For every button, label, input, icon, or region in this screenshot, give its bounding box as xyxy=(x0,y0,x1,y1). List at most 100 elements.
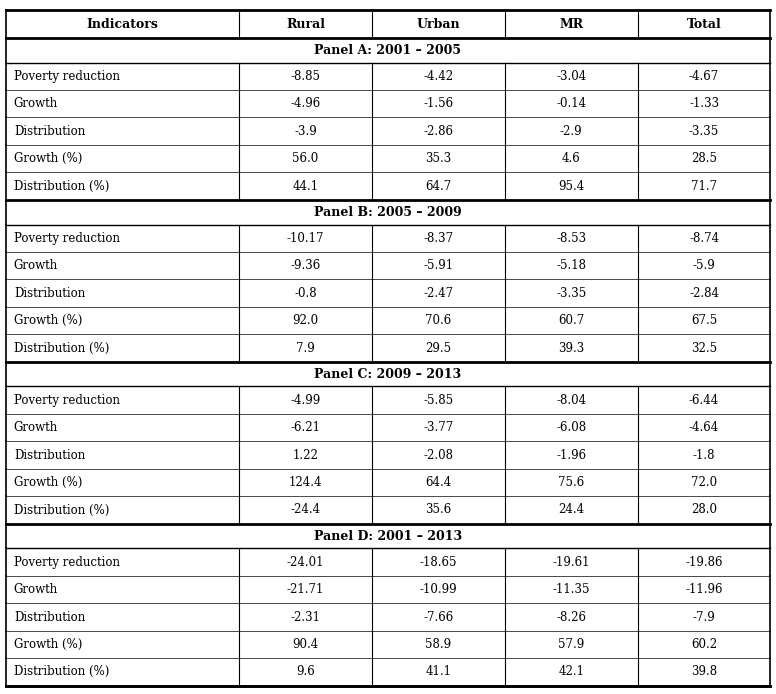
Text: -24.4: -24.4 xyxy=(290,503,320,516)
Text: -3.04: -3.04 xyxy=(556,70,587,83)
Text: -3.35: -3.35 xyxy=(556,287,587,300)
Text: -3.35: -3.35 xyxy=(689,125,719,137)
Text: 72.0: 72.0 xyxy=(691,476,717,489)
Text: Distribution: Distribution xyxy=(14,448,85,462)
Text: 41.1: 41.1 xyxy=(425,666,452,679)
Text: Distribution: Distribution xyxy=(14,611,85,623)
Text: -10.99: -10.99 xyxy=(420,583,457,596)
Text: Growth: Growth xyxy=(14,421,58,434)
Text: 1.22: 1.22 xyxy=(293,448,318,462)
Text: -5.18: -5.18 xyxy=(556,259,586,272)
Text: 39.3: 39.3 xyxy=(558,341,584,355)
Text: Growth (%): Growth (%) xyxy=(14,638,82,651)
Text: 24.4: 24.4 xyxy=(558,503,584,516)
Text: -11.96: -11.96 xyxy=(685,583,723,596)
Text: 42.1: 42.1 xyxy=(558,666,584,679)
Text: Growth: Growth xyxy=(14,97,58,110)
Text: -1.8: -1.8 xyxy=(693,448,715,462)
Text: Rural: Rural xyxy=(286,17,325,31)
Text: -8.26: -8.26 xyxy=(556,611,586,623)
Text: Poverty reduction: Poverty reduction xyxy=(14,70,120,83)
Text: 124.4: 124.4 xyxy=(289,476,322,489)
Text: Indicators: Indicators xyxy=(87,17,158,31)
Text: -8.37: -8.37 xyxy=(424,232,453,245)
Text: Growth (%): Growth (%) xyxy=(14,476,82,489)
Text: Distribution (%): Distribution (%) xyxy=(14,341,109,355)
Text: -21.71: -21.71 xyxy=(287,583,324,596)
Text: -24.01: -24.01 xyxy=(287,556,324,568)
Text: -8.53: -8.53 xyxy=(556,232,587,245)
Text: 90.4: 90.4 xyxy=(293,638,319,651)
Text: -8.85: -8.85 xyxy=(290,70,320,83)
Text: -19.61: -19.61 xyxy=(553,556,590,568)
Text: 44.1: 44.1 xyxy=(293,180,319,193)
Text: 35.3: 35.3 xyxy=(425,152,452,165)
Text: Distribution (%): Distribution (%) xyxy=(14,180,109,193)
Text: 29.5: 29.5 xyxy=(425,341,452,355)
Text: 57.9: 57.9 xyxy=(558,638,584,651)
Text: 92.0: 92.0 xyxy=(293,314,319,327)
Text: -19.86: -19.86 xyxy=(685,556,723,568)
Text: -0.14: -0.14 xyxy=(556,97,587,110)
Text: -18.65: -18.65 xyxy=(420,556,457,568)
Text: 7.9: 7.9 xyxy=(296,341,315,355)
Text: 64.7: 64.7 xyxy=(425,180,452,193)
Text: 32.5: 32.5 xyxy=(691,341,717,355)
Text: 35.6: 35.6 xyxy=(425,503,452,516)
Text: -6.44: -6.44 xyxy=(689,393,719,407)
Text: 67.5: 67.5 xyxy=(691,314,717,327)
Text: -7.9: -7.9 xyxy=(693,611,715,623)
Text: Urban: Urban xyxy=(417,17,460,31)
Text: -4.42: -4.42 xyxy=(424,70,453,83)
Text: -5.9: -5.9 xyxy=(693,259,715,272)
Text: -2.84: -2.84 xyxy=(689,287,719,300)
Text: -2.31: -2.31 xyxy=(290,611,320,623)
Text: -7.66: -7.66 xyxy=(423,611,453,623)
Text: -10.17: -10.17 xyxy=(287,232,324,245)
Text: 75.6: 75.6 xyxy=(558,476,584,489)
Text: 64.4: 64.4 xyxy=(425,476,452,489)
Text: Distribution: Distribution xyxy=(14,125,85,137)
Text: Growth: Growth xyxy=(14,583,58,596)
Text: -11.35: -11.35 xyxy=(553,583,590,596)
Text: -2.08: -2.08 xyxy=(424,448,453,462)
Text: -6.08: -6.08 xyxy=(556,421,587,434)
Text: -4.99: -4.99 xyxy=(290,393,320,407)
Text: -8.74: -8.74 xyxy=(689,232,719,245)
Text: -2.9: -2.9 xyxy=(560,125,583,137)
Text: Poverty reduction: Poverty reduction xyxy=(14,556,120,568)
Text: 60.7: 60.7 xyxy=(558,314,584,327)
Text: -5.85: -5.85 xyxy=(424,393,453,407)
Text: Distribution (%): Distribution (%) xyxy=(14,666,109,679)
Text: 70.6: 70.6 xyxy=(425,314,452,327)
Text: 95.4: 95.4 xyxy=(558,180,584,193)
Text: 39.8: 39.8 xyxy=(691,666,717,679)
Text: -1.96: -1.96 xyxy=(556,448,587,462)
Text: Growth: Growth xyxy=(14,259,58,272)
Text: Growth (%): Growth (%) xyxy=(14,314,82,327)
Text: Panel D: 2001 – 2013: Panel D: 2001 – 2013 xyxy=(314,530,462,543)
Text: -0.8: -0.8 xyxy=(294,287,317,300)
Text: Distribution: Distribution xyxy=(14,287,85,300)
Text: Poverty reduction: Poverty reduction xyxy=(14,393,120,407)
Text: Growth (%): Growth (%) xyxy=(14,152,82,165)
Text: 58.9: 58.9 xyxy=(425,638,452,651)
Text: -2.47: -2.47 xyxy=(424,287,453,300)
Text: 60.2: 60.2 xyxy=(691,638,717,651)
Text: -5.91: -5.91 xyxy=(424,259,453,272)
Text: -2.86: -2.86 xyxy=(424,125,453,137)
Text: MR: MR xyxy=(559,17,584,31)
Text: -4.96: -4.96 xyxy=(290,97,320,110)
Text: 56.0: 56.0 xyxy=(293,152,319,165)
Text: -4.67: -4.67 xyxy=(689,70,719,83)
Text: Distribution (%): Distribution (%) xyxy=(14,503,109,516)
Text: -8.04: -8.04 xyxy=(556,393,587,407)
Text: -6.21: -6.21 xyxy=(290,421,320,434)
Text: Total: Total xyxy=(687,17,722,31)
Text: 71.7: 71.7 xyxy=(691,180,717,193)
Text: Panel B: 2005 – 2009: Panel B: 2005 – 2009 xyxy=(314,205,462,219)
Text: 28.5: 28.5 xyxy=(691,152,717,165)
Text: -1.33: -1.33 xyxy=(689,97,719,110)
Text: -4.64: -4.64 xyxy=(689,421,719,434)
Text: Poverty reduction: Poverty reduction xyxy=(14,232,120,245)
